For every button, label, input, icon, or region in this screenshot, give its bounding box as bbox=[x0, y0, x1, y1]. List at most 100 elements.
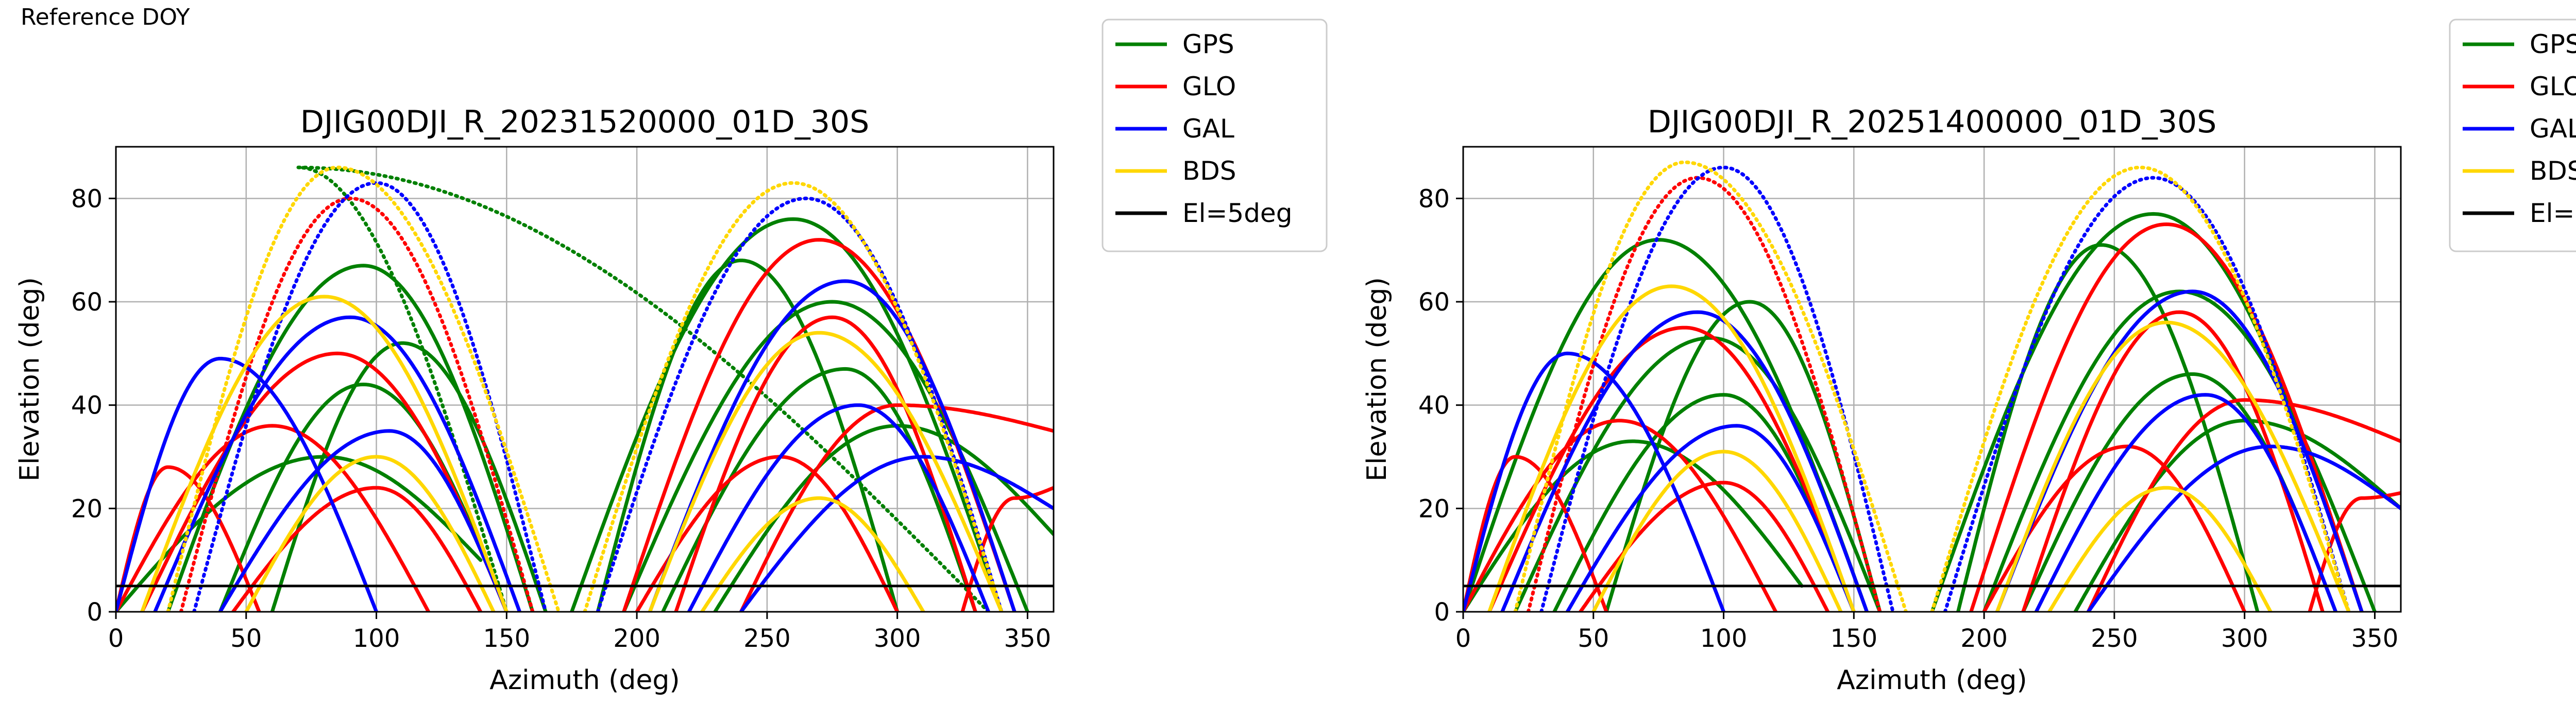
x-tick-label: 0 bbox=[1455, 624, 1471, 653]
legend: GPS GLO GAL BDS El=5deg bbox=[1101, 19, 1328, 252]
track-gps bbox=[596, 259, 900, 612]
y-axis-label: Elevation (deg) bbox=[1362, 277, 1393, 482]
y-tick-label: 80 bbox=[1418, 184, 1450, 213]
track-gps bbox=[1956, 243, 2260, 612]
track-glo bbox=[674, 315, 977, 612]
track-bds bbox=[1995, 320, 2351, 612]
y-tick-label: 40 bbox=[1418, 391, 1450, 420]
track-glo bbox=[1579, 480, 1830, 612]
legend: GPS GLO GAL BDS El=5deg bbox=[2449, 19, 2576, 252]
track-glo bbox=[231, 486, 483, 612]
track-bds bbox=[1930, 165, 2351, 612]
track-gal bbox=[1943, 176, 2351, 612]
track-bds bbox=[1591, 450, 1843, 612]
y-tick-label: 40 bbox=[71, 391, 103, 420]
legend-label: GPS bbox=[1182, 29, 1234, 59]
track-bds bbox=[583, 181, 1004, 612]
track-glo bbox=[116, 465, 261, 612]
chart-title: DJIG00DJI_R_20231520000_01D_30S bbox=[300, 104, 870, 140]
legend-label: GAL bbox=[1182, 114, 1234, 144]
track-bds bbox=[648, 331, 1004, 612]
reference-doy-label: Reference DOY bbox=[21, 4, 190, 30]
y-tick-label: 60 bbox=[1418, 288, 1450, 317]
track-glo bbox=[179, 196, 535, 612]
track-glo bbox=[960, 486, 1054, 612]
x-tick-label: 50 bbox=[230, 624, 262, 653]
track-gps bbox=[296, 165, 991, 612]
track-gal bbox=[739, 455, 1054, 612]
x-axis-label: Azimuth (deg) bbox=[1837, 665, 2027, 696]
x-tick-label: 350 bbox=[2351, 624, 2399, 653]
track-glo bbox=[1487, 325, 1856, 612]
track-glo bbox=[739, 403, 1054, 612]
track-gps bbox=[270, 341, 548, 612]
legend-box bbox=[1101, 19, 1328, 252]
x-tick-label: 0 bbox=[108, 624, 124, 653]
x-tick-label: 200 bbox=[1960, 624, 2008, 653]
y-tick-label: 80 bbox=[71, 184, 103, 213]
track-gal bbox=[218, 429, 509, 612]
track-gal bbox=[1565, 424, 1856, 612]
track-gal bbox=[153, 315, 522, 612]
chart-panel-right: 0 50 100 150 200 250 300 350 0 20 40 60 80 DJIG00DJI_… bbox=[1362, 19, 2576, 696]
track-glo bbox=[1969, 222, 2364, 612]
track-glo bbox=[116, 424, 431, 612]
track-glo bbox=[1463, 419, 1778, 612]
x-tick-label: 100 bbox=[1700, 624, 1748, 653]
axes-frame bbox=[1462, 146, 2402, 613]
track-gal bbox=[648, 279, 1016, 612]
track-bds bbox=[140, 295, 509, 612]
track-glo bbox=[2086, 398, 2401, 612]
legend-label: GAL bbox=[2530, 114, 2576, 144]
x-tick-label: 100 bbox=[353, 624, 400, 653]
track-bds bbox=[1513, 160, 1908, 612]
x-tick-label: 250 bbox=[2091, 624, 2138, 653]
y-tick-label: 20 bbox=[71, 494, 103, 523]
axes-frame bbox=[115, 146, 1055, 613]
satellite-tracks bbox=[116, 165, 1054, 612]
track-gal bbox=[1500, 310, 1869, 612]
track-gal bbox=[1539, 165, 1895, 612]
y-tick-label: 20 bbox=[1418, 494, 1450, 523]
chart-panel-left: 0 50 100 150 200 250 300 350 0 20 40 60 80 DJIG00DJI_… bbox=[14, 19, 1328, 696]
legend-label: GLO bbox=[2530, 72, 2576, 101]
legend-label: GPS bbox=[2530, 29, 2576, 59]
x-tick-label: 300 bbox=[874, 624, 921, 653]
y-tick-label: 0 bbox=[1434, 598, 1450, 627]
track-glo bbox=[140, 351, 509, 612]
x-tick-label: 350 bbox=[1004, 624, 1052, 653]
legend-label: BDS bbox=[1182, 156, 1236, 186]
track-glo bbox=[2021, 310, 2325, 612]
legend-label: El=5deg bbox=[1182, 198, 1292, 228]
legend-label: GLO bbox=[1182, 72, 1236, 101]
x-tick-label: 300 bbox=[2221, 624, 2268, 653]
track-gal bbox=[2086, 444, 2401, 612]
track-gps bbox=[661, 367, 977, 612]
legend-box bbox=[2449, 19, 2576, 252]
legend-label: El=5deg bbox=[2530, 198, 2576, 228]
x-tick-label: 150 bbox=[1831, 624, 1878, 653]
track-bds bbox=[166, 165, 561, 612]
x-tick-label: 200 bbox=[613, 624, 660, 653]
track-gal bbox=[687, 403, 991, 612]
grid bbox=[115, 147, 1054, 613]
y-tick-label: 0 bbox=[87, 598, 103, 627]
y-tick-label: 60 bbox=[71, 288, 103, 317]
track-gal bbox=[2034, 393, 2338, 612]
legend-label: BDS bbox=[2530, 156, 2576, 186]
x-axis-label: Azimuth (deg) bbox=[489, 665, 680, 696]
track-bds bbox=[700, 496, 925, 612]
track-gps bbox=[1930, 212, 2364, 612]
track-glo bbox=[1463, 455, 1608, 612]
track-bds bbox=[2047, 486, 2273, 612]
x-tick-label: 150 bbox=[483, 624, 531, 653]
x-tick-label: 50 bbox=[1578, 624, 1609, 653]
track-gps bbox=[570, 217, 1004, 612]
chart-title: DJIG00DJI_R_20251400000_01D_30S bbox=[1648, 104, 2217, 140]
y-axis-label: Elevation (deg) bbox=[14, 277, 45, 482]
track-bds bbox=[244, 455, 496, 612]
x-tick-label: 250 bbox=[743, 624, 791, 653]
satellite-tracks bbox=[1463, 160, 2401, 612]
